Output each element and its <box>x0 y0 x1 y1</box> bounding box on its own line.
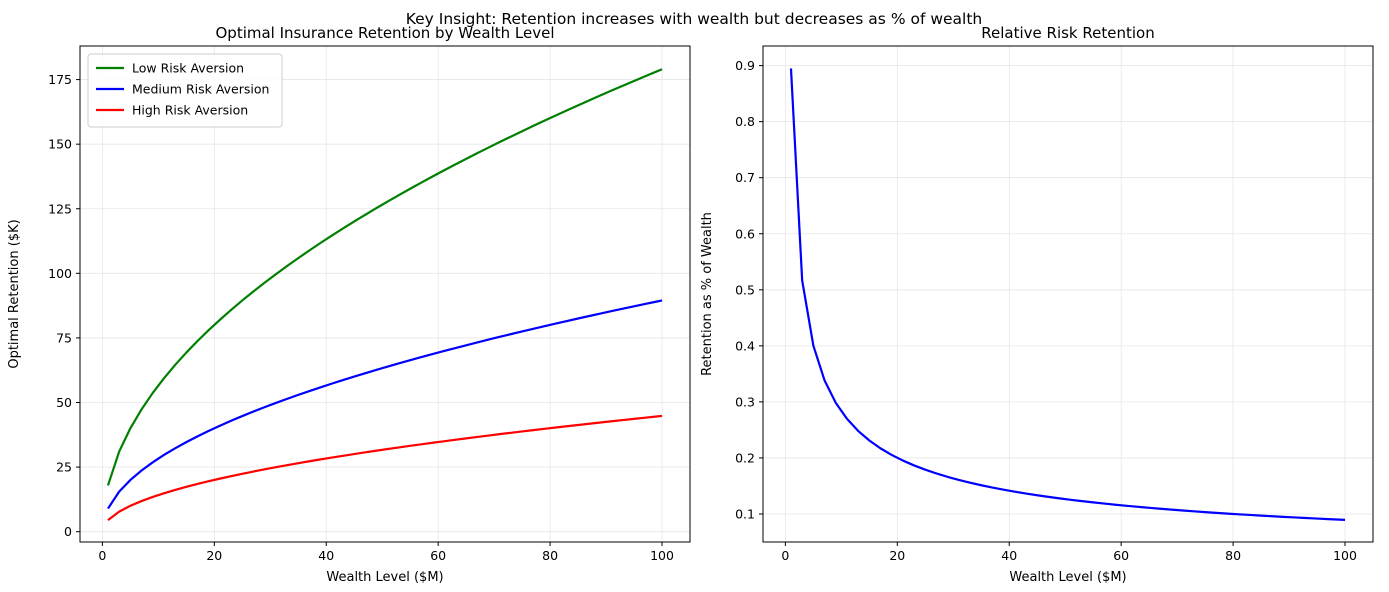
y-tick-label: 0.4 <box>735 338 755 353</box>
y-tick-label: 0.6 <box>735 226 755 241</box>
x-tick-label: 80 <box>542 548 558 563</box>
series-line-1 <box>106 68 663 486</box>
y-tick-label: 100 <box>48 266 72 281</box>
y-tick-label: 0.8 <box>735 114 755 129</box>
x-tick-label: 100 <box>650 548 674 563</box>
chart-title: Optimal Insurance Retention by Wealth Le… <box>215 24 554 42</box>
y-tick-label: 50 <box>56 395 72 410</box>
y-tick-label: 150 <box>48 137 72 152</box>
chart-1: 0 20 40 60 80 100 0 25 50 75 100 125 150 175 Optimal I… <box>7 24 691 585</box>
legend-label: Medium Risk Aversion <box>132 82 269 97</box>
y-axis-label: Retention as % of Wealth <box>700 212 715 376</box>
y-tick-label: 75 <box>56 330 72 345</box>
legend-box <box>87 53 283 128</box>
axes-frame <box>762 45 1374 543</box>
series-line-3 <box>107 414 663 521</box>
y-tick-label: 0.7 <box>735 170 755 185</box>
y-tick-label: 0.5 <box>735 282 755 297</box>
x-tick-label: 100 <box>1333 548 1357 563</box>
legend-label: Low Risk Aversion <box>132 61 244 76</box>
y-tick-label: 0 <box>64 524 72 539</box>
x-tick-label: 60 <box>430 548 446 563</box>
series-line-1 <box>789 68 1346 521</box>
legend-label: High Risk Aversion <box>132 103 248 118</box>
x-tick-label: 80 <box>1225 548 1241 563</box>
y-tick-label: 0.9 <box>735 58 755 73</box>
legend: Low Risk Aversion Medium Risk Aversion Hig… <box>87 53 283 128</box>
y-tick-label: 25 <box>56 460 72 475</box>
x-tick-label: 0 <box>98 548 106 563</box>
y-tick-label: 0.3 <box>735 394 755 409</box>
y-tick-label: 0.1 <box>735 506 755 521</box>
x-tick-label: 0 <box>781 548 789 563</box>
chart-title: Relative Risk Retention <box>981 24 1154 42</box>
figure-suptitle: Key Insight: Retention increases with we… <box>406 10 983 28</box>
y-tick-label: 125 <box>48 201 72 216</box>
y-tick-label: 0.2 <box>735 450 755 465</box>
y-axis-label: Optimal Retention ($K) <box>7 219 22 368</box>
x-tick-label: 60 <box>1113 548 1129 563</box>
series-line-2 <box>107 299 663 510</box>
chart-2: 0 20 40 60 80 100 0.1 0.2 0.3 0.4 0.5 0.6 0.7 0.8 0.9 R… <box>700 24 1374 585</box>
y-tick-label: 175 <box>48 72 72 87</box>
x-tick-label: 20 <box>206 548 222 563</box>
x-axis-label: Wealth Level ($M) <box>1009 570 1126 585</box>
x-axis-label: Wealth Level ($M) <box>326 570 443 585</box>
x-tick-label: 20 <box>889 548 905 563</box>
x-tick-label: 40 <box>1001 548 1017 563</box>
x-tick-label: 40 <box>318 548 334 563</box>
axes-frame <box>79 45 691 543</box>
